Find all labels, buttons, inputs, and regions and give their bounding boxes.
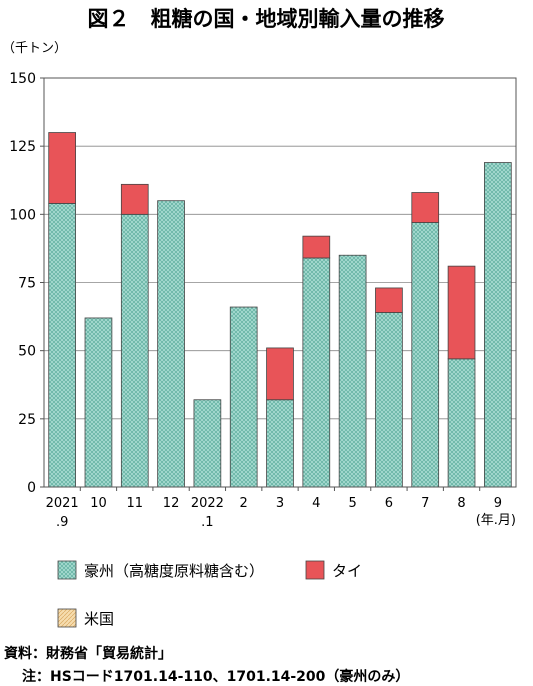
x-tick-label: 12 xyxy=(163,496,180,511)
bar-segment-thailand xyxy=(411,192,440,223)
legend-swatch-usa xyxy=(57,608,77,628)
bar-segment-australia xyxy=(193,399,222,488)
chart-title: 図２ 粗糖の国・地域別輸入量の推移 xyxy=(88,7,445,31)
y-unit-label: （千トン） xyxy=(2,41,67,56)
y-tick-label: 25 xyxy=(18,412,36,428)
x-tick-label: 2022 xyxy=(191,496,224,511)
x-tick-label: 7 xyxy=(421,496,429,511)
bar-segment-australia xyxy=(411,222,440,488)
bars xyxy=(48,132,512,488)
x-tick-label: 2 xyxy=(240,496,248,511)
x-tick-label: 3 xyxy=(276,496,284,511)
y-tick-label: 125 xyxy=(9,139,36,155)
x-tick-label: 4 xyxy=(312,496,320,511)
bar-segment-australia xyxy=(229,306,258,488)
x-tick-label-sub: .9 xyxy=(56,515,68,530)
bar-segment-thailand xyxy=(302,235,331,259)
hs-code-note: 注：HSコード1701.14-110、1701.14-200（豪州のみ） xyxy=(22,668,409,685)
bar-segment-australia xyxy=(266,399,294,488)
y-tick-label: 150 xyxy=(9,71,36,87)
plot-frame xyxy=(43,77,517,488)
bar-segment-australia xyxy=(302,257,331,488)
legend-label-usa: 米国 xyxy=(84,610,114,628)
y-tick-label: 100 xyxy=(9,207,36,223)
x-tick-label: 8 xyxy=(457,496,465,511)
y-tick-label: 75 xyxy=(18,276,36,292)
x-tick-label: 5 xyxy=(348,496,356,511)
x-unit-label: (年.月) xyxy=(476,513,516,528)
legend-label-thailand: タイ xyxy=(332,562,362,580)
bar-segment-australia xyxy=(84,317,113,488)
x-tick-label: 11 xyxy=(126,496,143,511)
x-tick-label: 9 xyxy=(494,496,502,511)
legend-swatch-thailand xyxy=(305,560,325,580)
legend-swatch-australia xyxy=(57,560,77,580)
y-tick-labels: 0 25 50 75 100 125 150 xyxy=(9,71,44,496)
bar-segment-australia xyxy=(48,203,76,488)
x-tick-label-sub: .1 xyxy=(201,515,213,530)
x-tick-label: 10 xyxy=(90,496,107,511)
bar-segment-australia xyxy=(157,200,185,488)
y-tick-label: 0 xyxy=(27,480,36,496)
bar-segment-thailand xyxy=(266,347,294,401)
bar-segment-thailand xyxy=(120,183,149,215)
x-tick-label: 6 xyxy=(385,496,393,511)
bar-segment-australia xyxy=(338,254,367,488)
x-tick-label: 2021 xyxy=(46,496,79,511)
bar-segment-australia xyxy=(447,358,476,488)
bar-segment-thailand xyxy=(48,132,76,204)
x-tick-labels: 2021 .9 10 11 12 2022 .1 2 3 4 5 6 7 8 9 xyxy=(46,487,502,530)
bar-segment-australia xyxy=(375,312,403,488)
bar-segment-australia xyxy=(120,213,149,488)
bar-segment-australia xyxy=(484,162,512,488)
bar-segment-thailand xyxy=(447,265,476,360)
legend: 豪州（高糖度原料糖含む） タイ 米国 xyxy=(57,560,362,628)
legend-label-australia: 豪州（高糖度原料糖含む） xyxy=(84,562,264,580)
bar-segment-thailand xyxy=(375,287,403,313)
source-note: 資料：財務省「貿易統計」 xyxy=(4,645,172,662)
y-tick-label: 50 xyxy=(18,344,36,360)
